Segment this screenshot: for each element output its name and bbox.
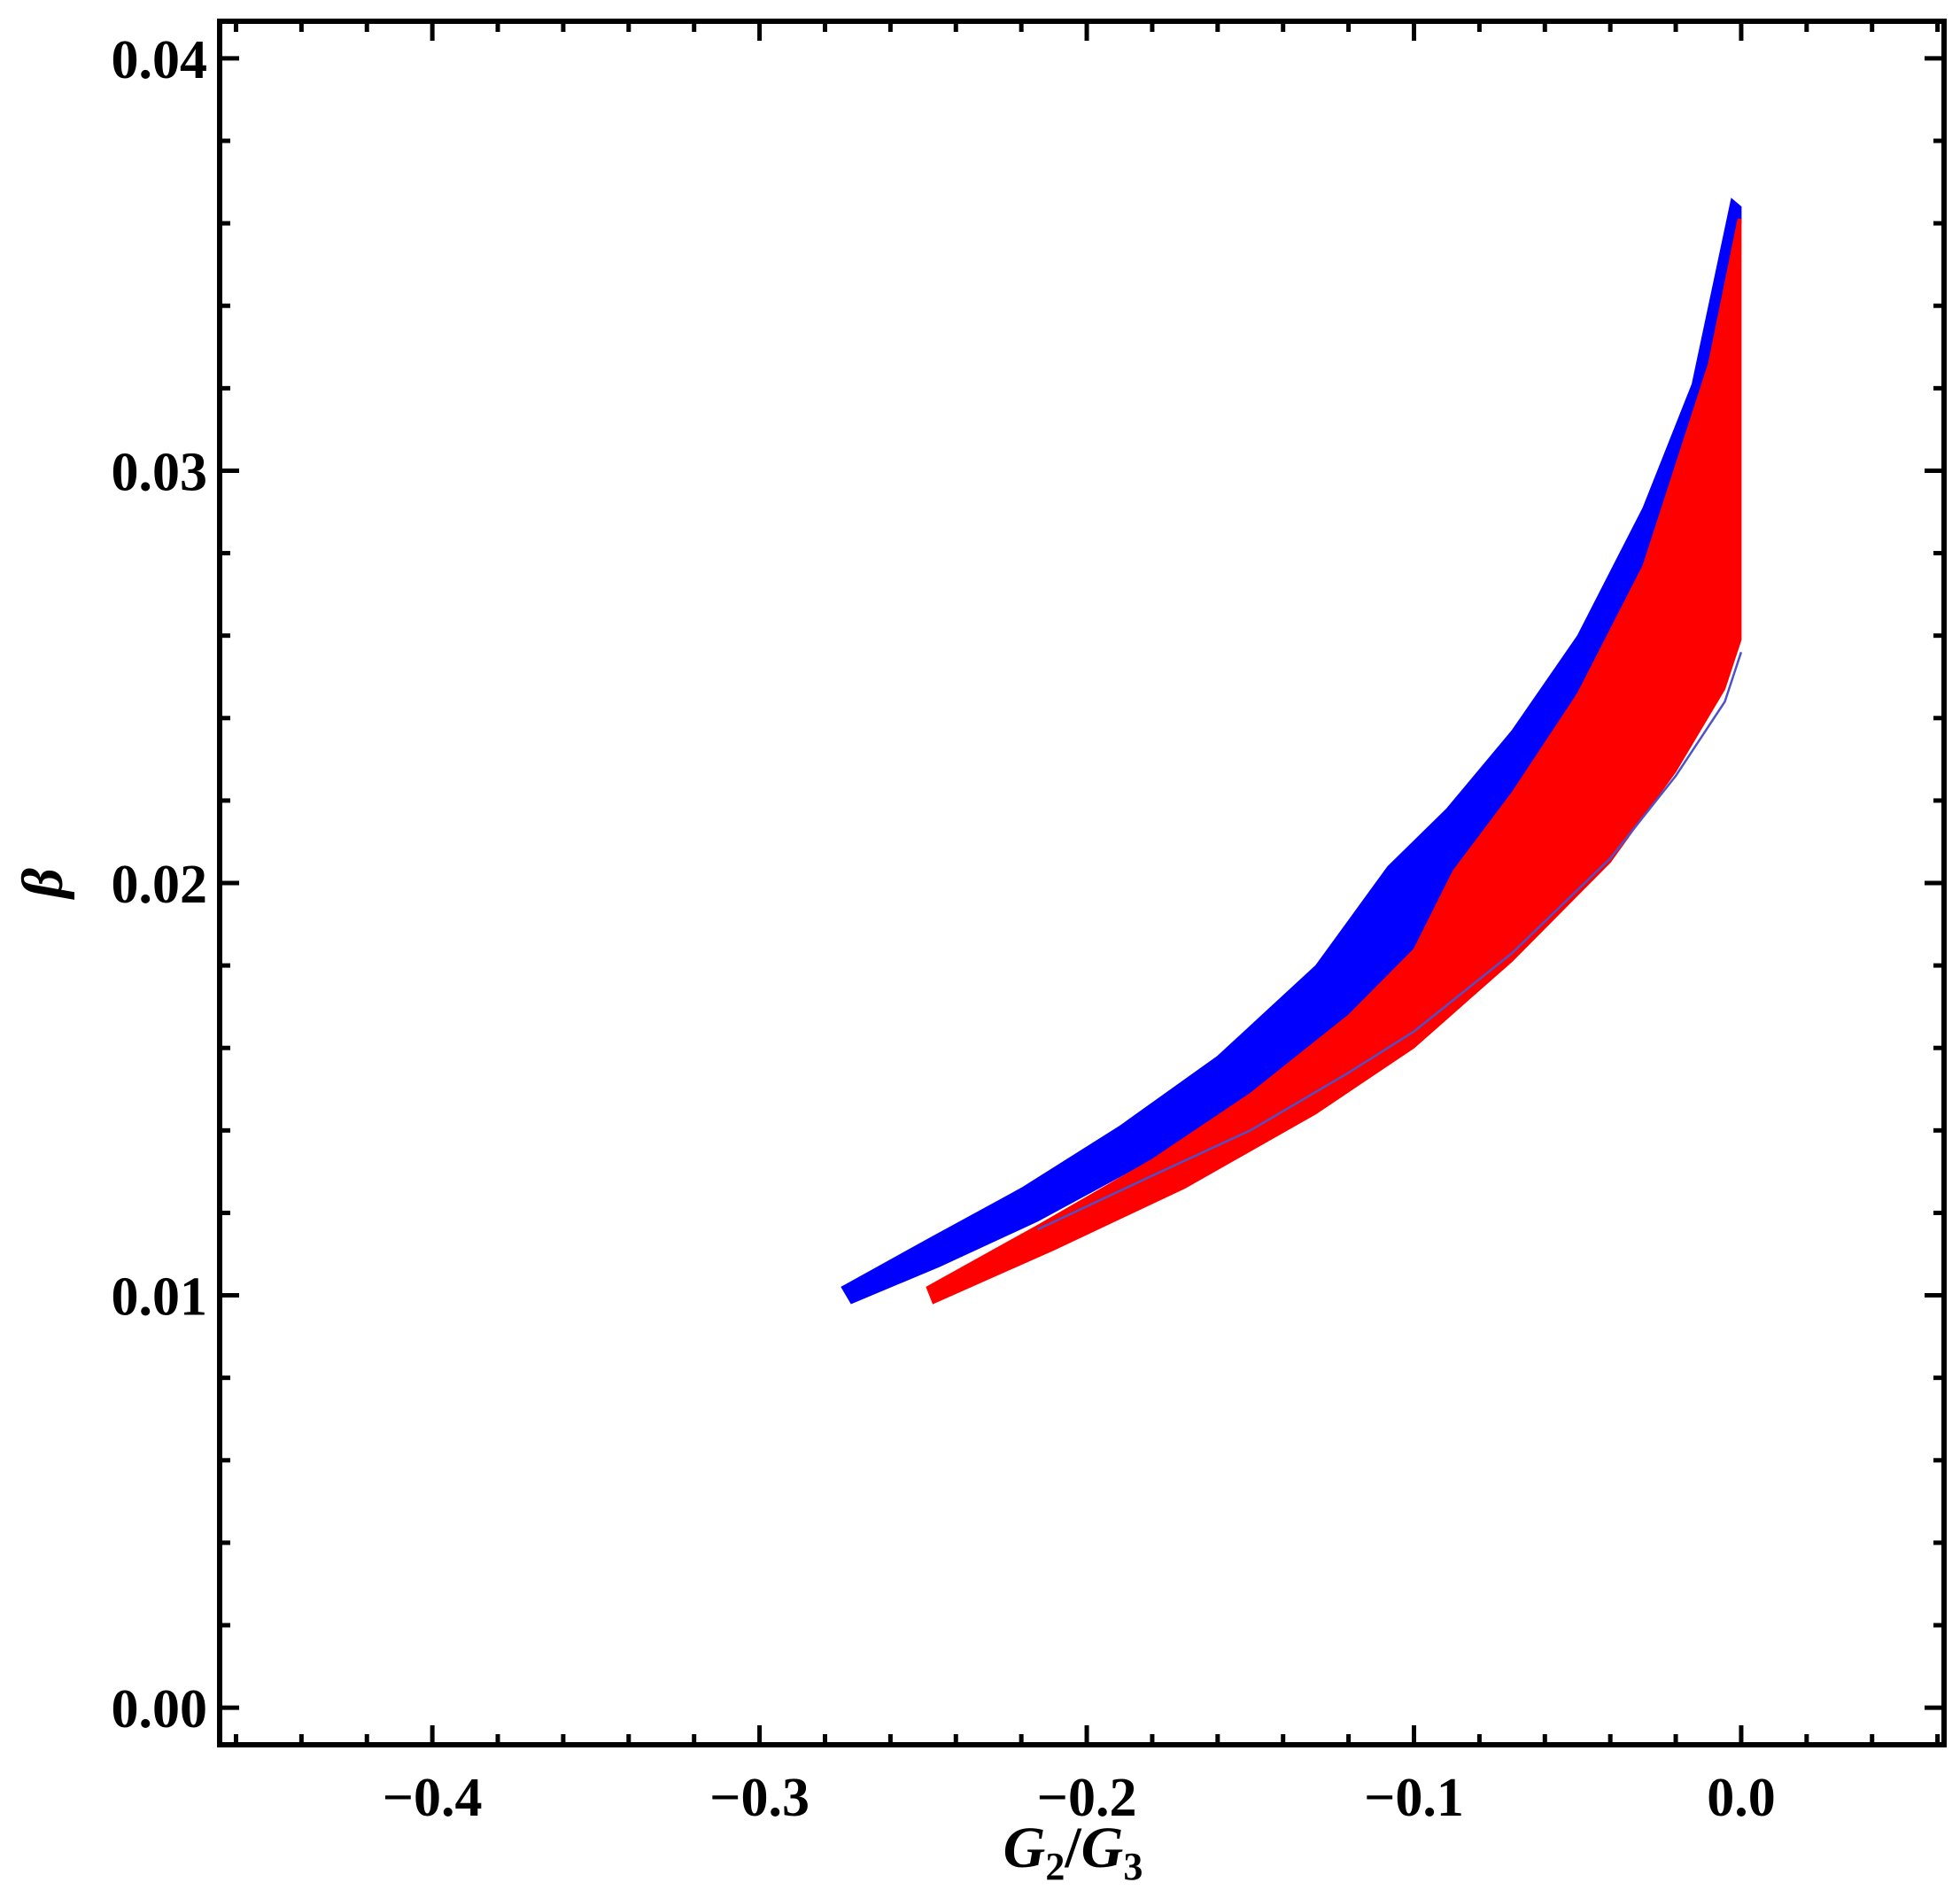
- x-tick-label: −0.1: [1364, 1768, 1464, 1828]
- y-axis-label: β: [11, 868, 75, 901]
- region-series-2: [926, 219, 1742, 1305]
- x-label-g2-base: G: [1003, 1816, 1046, 1880]
- x-tick-label: −0.2: [1037, 1768, 1137, 1828]
- x-tick-label: −0.3: [709, 1768, 810, 1828]
- y-tick-label: 0.02: [112, 855, 208, 915]
- x-label-g3-sub: 3: [1123, 1845, 1143, 1888]
- x-tick-label: 0.0: [1707, 1768, 1776, 1828]
- y-tick-label: 0.00: [112, 1679, 208, 1739]
- y-tick-label: 0.03: [112, 442, 208, 502]
- inner-curve: [1037, 651, 1743, 1231]
- x-label-separator: /: [1064, 1816, 1082, 1880]
- y-tick-label: 0.01: [112, 1267, 208, 1328]
- x-axis-label: G2/G3: [1003, 1816, 1143, 1888]
- region-layer: [841, 198, 1743, 1305]
- plot-frame: [217, 19, 1947, 1747]
- x-label-g3-base: G: [1081, 1816, 1124, 1880]
- tick-layer: [220, 21, 1944, 1745]
- x-label-g2-sub: 2: [1045, 1845, 1065, 1888]
- tick-label-layer: −0.4 −0.3 −0.2 −0.1 0.0 0.00 0.01 0.02 0.03 0.04: [112, 30, 1776, 1828]
- y-tick-label: 0.04: [112, 30, 208, 90]
- x-tick-label: −0.4: [383, 1768, 483, 1828]
